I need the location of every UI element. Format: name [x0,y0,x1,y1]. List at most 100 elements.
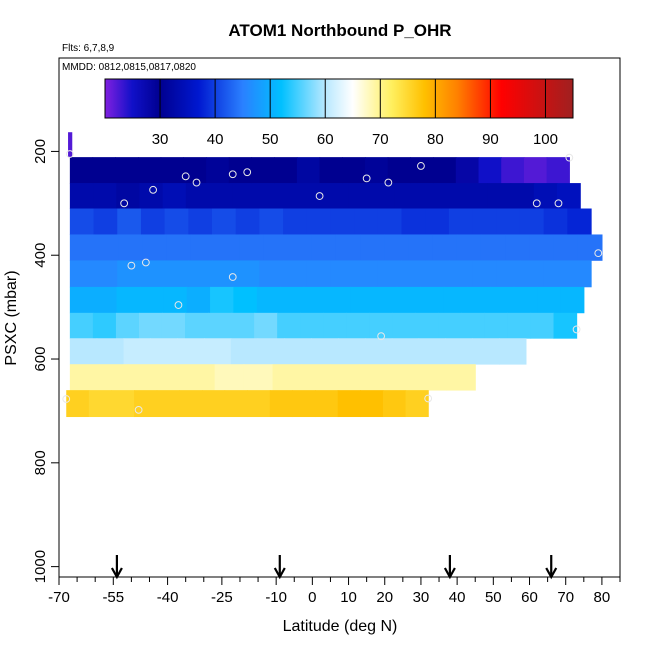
heatmap-cell [480,234,506,261]
heatmap-cell [507,312,532,339]
heatmap-cell [371,183,396,209]
sample-point [228,273,237,281]
sample-point [377,332,386,341]
heatmap-cell [392,312,416,339]
x-tick-label: -25 [211,589,233,606]
heatmap-cell [224,390,248,418]
heatmap-cell [464,183,488,209]
heatmap-cell [446,364,476,391]
heatmap-cell [127,364,158,391]
heatmap-cell [387,157,412,184]
heatmap-cell [185,183,210,209]
heatmap-cell [283,208,308,235]
heatmap-cell [185,364,216,391]
heatmap-cell [360,234,385,261]
heatmap-cell [164,208,189,235]
heatmap-cell [269,390,294,418]
heatmap-cell [560,286,585,314]
heatmap-cell [410,157,434,184]
heatmap-cell [359,364,389,391]
heatmap-cell [543,260,568,288]
heatmap-cell [69,364,100,391]
heatmap-cell [96,338,125,365]
x-axis-label: Latitude (deg N) [283,618,398,635]
heatmap-cell [408,234,434,261]
heatmap-cell [263,234,289,261]
x-tick-label: -55 [102,589,124,606]
heatmap-cell [255,183,280,209]
heatmap-cell [537,286,562,314]
colorbar [104,78,574,119]
heatmap-cell [177,338,205,365]
heatmap-cell [306,208,332,235]
heatmap-cell [330,208,355,235]
heatmap-cell [66,390,90,418]
heatmap-cell [116,286,141,314]
heatmap-cell [325,183,349,209]
heatmap-cell [235,260,260,288]
arrow-marker [443,555,456,580]
heatmap-cell [203,338,232,365]
heatmap-cell [259,208,284,235]
heatmap-cell [335,234,361,261]
x-tick-label: 40 [449,589,466,606]
heatmap-cell [93,286,118,314]
heatmap-cell [373,286,398,314]
sample-point [424,394,433,403]
heatmap-cell [543,208,568,235]
sample-point [127,261,136,270]
heatmap-cell [239,234,264,261]
sample-point [134,405,143,414]
heatmap-cell [315,390,339,418]
sample-point [554,199,563,208]
heatmap-cell [140,208,166,235]
sample-point [594,249,603,258]
heatmap-cell [382,390,407,418]
heatmap-cell [519,208,545,235]
heatmap-cell [259,260,284,288]
heatmap-cell [280,286,305,314]
heatmap-cell [530,312,555,339]
heatmap-cell [388,364,418,391]
heatmap-cell [472,338,500,365]
heatmap-cell [243,364,274,391]
heatmap-cell [553,312,578,339]
heatmap-cell [140,260,166,288]
heatmap-cell [377,260,403,288]
heatmap-cell [117,260,142,288]
heatmap-cell [208,312,232,339]
sample-point [228,170,237,179]
heatmap-cell [292,390,316,418]
sample-point [62,395,71,403]
heatmap-cell [256,286,281,314]
heatmap-cell [326,286,351,314]
heatmap-cell [519,260,545,288]
heatmap-cell [401,208,426,235]
sample-point [362,174,371,183]
heatmap-cell [300,312,324,339]
heatmap-cell [210,286,234,314]
heatmap-cell [354,260,379,288]
heatmap-cell [185,312,209,339]
sample-point [315,192,324,200]
y-tick-label: 600 [32,347,49,372]
heatmap-cell [467,286,491,314]
arrow-marker [545,555,558,580]
heatmap-cell [461,312,486,339]
heatmap-cell [338,338,366,365]
heatmap-cell [396,286,421,314]
dates-note: MMDD: 0812,0815,0817,0820 [62,62,196,73]
heatmap-cell [490,286,515,314]
heatmap-cell [283,260,308,288]
y-axis-label: PSXC (mbar) [3,270,20,365]
heatmap-cell [501,157,525,184]
heatmap-cell [69,338,98,365]
heatmap-cell [94,234,119,261]
heatmap-cell [69,234,95,261]
heatmap-cell [319,157,343,184]
heatmap-cell [93,260,118,288]
arrow-marker [110,555,123,580]
heatmap-cell [510,183,535,209]
heatmap-cell [68,132,73,158]
sample-point [565,153,574,162]
